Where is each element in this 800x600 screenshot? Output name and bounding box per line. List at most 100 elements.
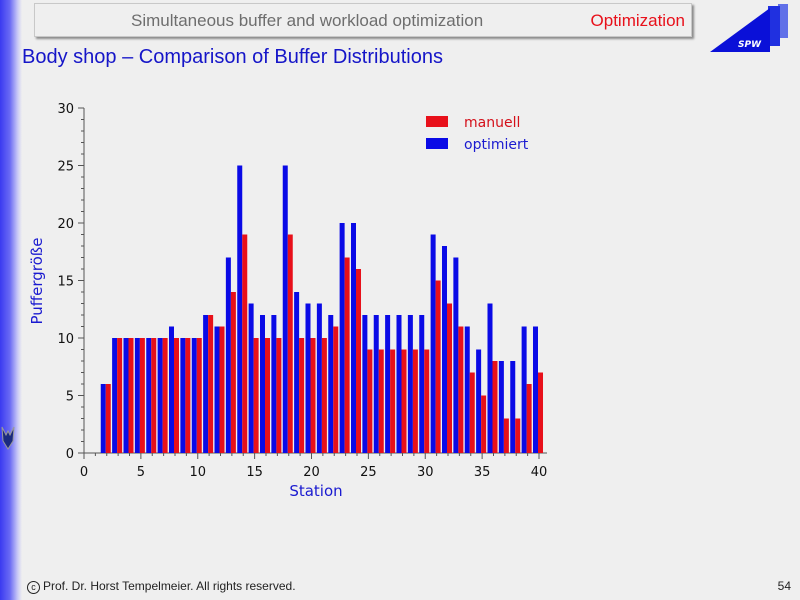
bar-optimiert-station-8 (168, 326, 174, 453)
bar-manuell-station-13 (230, 292, 236, 453)
logo-text: SPW (738, 40, 762, 50)
bar-manuell-station-17 (276, 338, 282, 453)
x-tick-label: 20 (303, 465, 320, 480)
bar-optimiert-station-12 (214, 326, 220, 453)
bar-optimiert-station-21 (316, 303, 322, 453)
logo-triangle-front (710, 8, 770, 52)
y-tick-label: 15 (57, 275, 74, 290)
bar-manuell-station-4 (128, 338, 134, 453)
bar-optimiert-station-37 (498, 361, 504, 453)
bar-manuell-station-21 (321, 338, 327, 453)
y-tick-label: 25 (57, 160, 74, 175)
bar-manuell-station-31 (435, 280, 441, 453)
bar-manuell-station-12 (219, 326, 225, 453)
y-tick-label: 30 (57, 102, 74, 117)
bar-manuell-station-3 (117, 338, 123, 453)
bar-manuell-station-22 (333, 326, 339, 453)
footer-copyright: c Prof. Dr. Horst Tempelmeier. All rights… (27, 579, 296, 594)
bar-optimiert-station-6 (146, 338, 152, 453)
logo-triangle-back (778, 4, 788, 38)
bar-manuell-station-32 (447, 303, 453, 453)
bar-optimiert-station-19 (294, 292, 300, 453)
bar-manuell-station-24 (356, 269, 362, 453)
bar-manuell-station-9 (185, 338, 191, 453)
x-axis-title: Station (289, 482, 342, 500)
bar-optimiert-station-3 (112, 338, 118, 453)
spw-logo: SPW (710, 4, 788, 52)
bar-manuell-station-10 (196, 338, 202, 453)
bar-optimiert-station-18 (282, 165, 288, 453)
y-axis-title: Puffergröße (28, 238, 46, 325)
copyright-text: Prof. Dr. Horst Tempelmeier. All rights … (43, 579, 296, 593)
x-tick-label: 0 (80, 465, 88, 480)
bar-optimiert-station-31 (430, 234, 436, 453)
bar-manuell-station-30 (424, 349, 430, 453)
bar-optimiert-station-5 (134, 338, 140, 453)
header-section-label: Optimization (590, 11, 685, 30)
bar-optimiert-station-14 (237, 165, 243, 453)
bar-manuell-station-33 (458, 326, 464, 453)
bar-optimiert-station-15 (248, 303, 254, 453)
bar-optimiert-station-35 (476, 349, 482, 453)
bar-optimiert-station-10 (191, 338, 197, 453)
y-tick-label: 0 (66, 447, 74, 462)
bar-manuell-station-14 (242, 234, 248, 453)
bar-optimiert-station-34 (464, 326, 470, 453)
bar-optimiert-station-28 (396, 315, 402, 453)
bar-optimiert-station-26 (373, 315, 379, 453)
header-title: Simultaneous buffer and workload optimiz… (131, 11, 484, 30)
legend-label-optimiert: optimiert (464, 137, 529, 153)
bar-manuell-station-36 (492, 361, 498, 453)
bar-manuell-station-40 (538, 372, 544, 453)
bar-manuell-station-26 (378, 349, 384, 453)
bar-optimiert-station-16 (259, 315, 265, 453)
bar-optimiert-station-29 (407, 315, 413, 453)
bar-optimiert-station-30 (419, 315, 425, 453)
bar-manuell-station-27 (390, 349, 396, 453)
legend-swatch-manuell (426, 116, 448, 127)
bar-optimiert-station-11 (203, 315, 209, 453)
bar-manuell-station-35 (481, 395, 487, 453)
bar-optimiert-station-39 (521, 326, 527, 453)
bar-optimiert-station-23 (339, 223, 345, 453)
bar-manuell-station-23 (344, 257, 350, 453)
bar-manuell-station-19 (299, 338, 305, 453)
x-tick-label: 5 (137, 465, 145, 480)
bar-optimiert-station-22 (328, 315, 334, 453)
bar-optimiert-station-27 (385, 315, 391, 453)
bar-manuell-station-8 (174, 338, 180, 453)
logo-triangle-mid (768, 6, 780, 46)
y-tick-label: 5 (66, 390, 74, 405)
x-tick-label: 10 (189, 465, 206, 480)
bar-manuell-station-39 (526, 384, 532, 453)
bar-manuell-station-25 (367, 349, 373, 453)
page-title: Body shop – Comparison of Buffer Distrib… (22, 46, 443, 68)
bar-optimiert-station-17 (271, 315, 277, 453)
header-banner: Simultaneous buffer and workload optimiz… (34, 3, 692, 37)
copyright-icon: c (27, 581, 40, 594)
legend-label-manuell: manuell (464, 115, 520, 131)
page-number: 54 (777, 579, 791, 593)
bar-optimiert-station-20 (305, 303, 311, 453)
bar-manuell-station-34 (469, 372, 475, 453)
x-tick-label: 30 (417, 465, 434, 480)
bar-optimiert-station-13 (225, 257, 231, 453)
bar-optimiert-station-2 (100, 384, 106, 453)
x-tick-label: 25 (360, 465, 377, 480)
y-tick-label: 20 (57, 217, 74, 232)
bar-manuell-station-37 (503, 418, 509, 453)
bar-optimiert-station-7 (157, 338, 163, 453)
bar-manuell-station-11 (208, 315, 214, 453)
chart-legend: manuell optimiert (426, 115, 529, 153)
bar-optimiert-station-32 (441, 246, 447, 453)
bar-manuell-station-2 (105, 384, 111, 453)
bar-manuell-station-28 (401, 349, 407, 453)
bar-optimiert-station-38 (510, 361, 516, 453)
x-tick-label: 35 (474, 465, 491, 480)
bar-manuell-station-5 (139, 338, 145, 453)
x-tick-label: 40 (531, 465, 548, 480)
bar-manuell-station-7 (162, 338, 168, 453)
left-decorative-bar (0, 0, 22, 600)
bar-optimiert-station-33 (453, 257, 459, 453)
